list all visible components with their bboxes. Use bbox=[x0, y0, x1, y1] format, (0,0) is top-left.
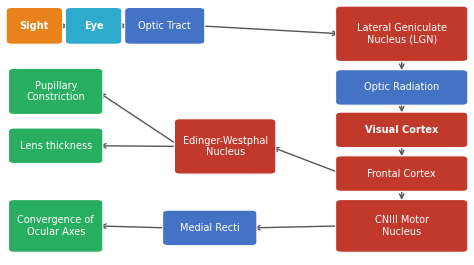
Text: Visual Cortex: Visual Cortex bbox=[365, 125, 438, 135]
Text: Optic Tract: Optic Tract bbox=[138, 21, 191, 31]
FancyBboxPatch shape bbox=[125, 7, 205, 44]
FancyBboxPatch shape bbox=[9, 68, 103, 114]
FancyBboxPatch shape bbox=[174, 119, 276, 174]
Text: Sight: Sight bbox=[20, 21, 49, 31]
FancyBboxPatch shape bbox=[336, 200, 468, 252]
Text: Lens thickness: Lens thickness bbox=[19, 141, 92, 151]
FancyBboxPatch shape bbox=[9, 128, 103, 164]
FancyBboxPatch shape bbox=[65, 7, 122, 44]
FancyBboxPatch shape bbox=[163, 210, 257, 246]
FancyBboxPatch shape bbox=[336, 6, 468, 61]
Text: Frontal Cortex: Frontal Cortex bbox=[367, 169, 436, 179]
Text: Optic Radiation: Optic Radiation bbox=[364, 82, 439, 92]
FancyBboxPatch shape bbox=[336, 156, 468, 191]
FancyBboxPatch shape bbox=[336, 112, 468, 148]
Text: Edinger-Westphal
Nucleus: Edinger-Westphal Nucleus bbox=[182, 136, 268, 157]
Text: Lateral Geniculate
Nucleus (LGN): Lateral Geniculate Nucleus (LGN) bbox=[357, 23, 447, 45]
Text: Convergence of
Ocular Axes: Convergence of Ocular Axes bbox=[18, 215, 94, 237]
Text: Pupillary
Constriction: Pupillary Constriction bbox=[27, 81, 85, 102]
FancyBboxPatch shape bbox=[336, 70, 468, 105]
Text: Eye: Eye bbox=[84, 21, 103, 31]
Text: CNIII Motor
Nucleus: CNIII Motor Nucleus bbox=[375, 215, 428, 237]
FancyBboxPatch shape bbox=[9, 200, 103, 252]
Text: Medial Recti: Medial Recti bbox=[180, 223, 240, 233]
FancyBboxPatch shape bbox=[6, 7, 63, 44]
